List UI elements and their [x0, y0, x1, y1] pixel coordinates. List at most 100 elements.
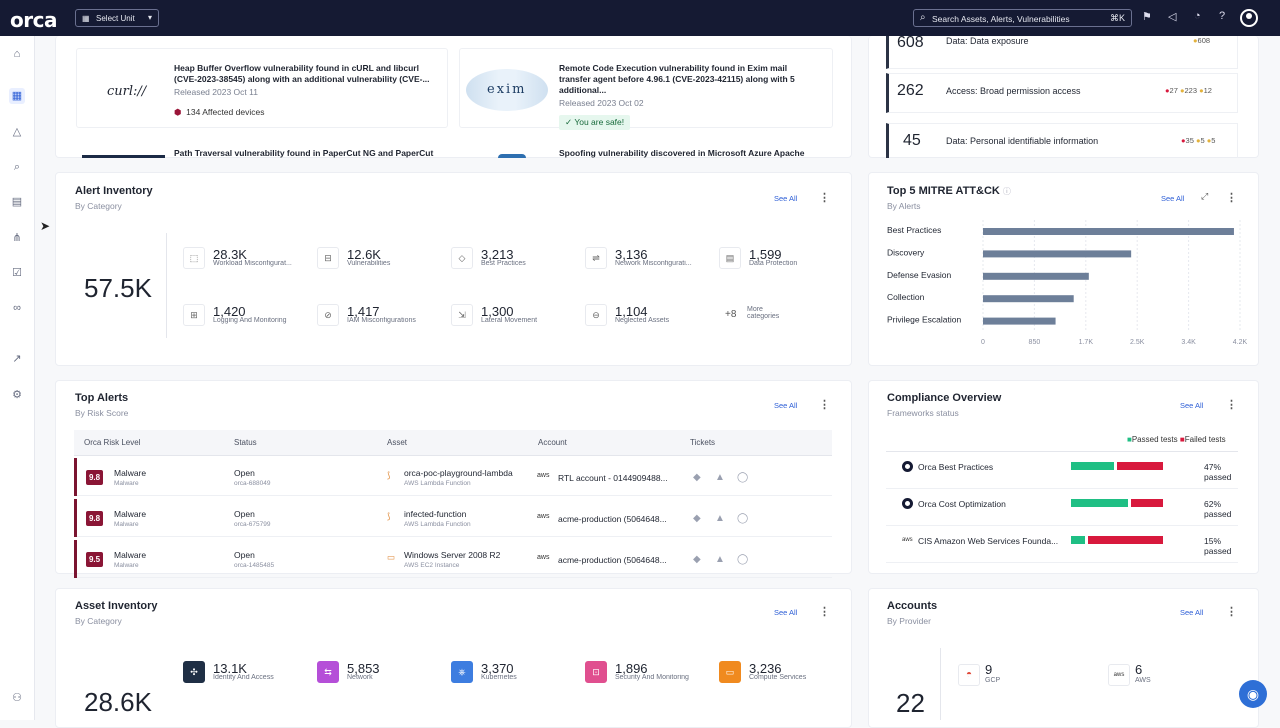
risk-row[interactable]: 45 Data: Personal identifiable informati… [886, 123, 1238, 158]
column-header[interactable]: Status [234, 438, 257, 447]
compliance-icon[interactable]: ☑ [12, 267, 22, 279]
alert-stat[interactable]: ▤ 1,599 Data Protection [719, 247, 849, 271]
asset-name[interactable]: Windows Server 2008 R2 [404, 550, 501, 560]
asset-stat[interactable]: ▭ 3,236 Compute Services [719, 661, 849, 685]
alert-stat[interactable]: ⇲ 1,300 Lateral Movement [451, 304, 581, 328]
alert-stat[interactable]: ⊘ 1,417 IAM Misconfigurations [317, 304, 447, 328]
more-menu-icon[interactable]: ⋮ [819, 606, 830, 618]
stat-label: More categories [747, 306, 780, 320]
servicenow-icon[interactable]: ▲ [715, 513, 725, 524]
inventory-icon[interactable]: ▤ [11, 196, 23, 208]
news-item[interactable] [76, 48, 448, 128]
search-input[interactable]: ⌕ Search Assets, Alerts, Vulnerabilities… [913, 9, 1132, 27]
news-item-curl[interactable]: Heap Buffer Overflow vulnerability found… [174, 63, 436, 118]
alert-stat[interactable]: ⊖ 1,104 Neglected Assets [585, 304, 715, 328]
servicenow-icon[interactable]: ▲ [715, 554, 725, 565]
more-menu-icon[interactable]: ⋮ [819, 192, 830, 204]
risk-row[interactable]: 608 Data: Data exposure ●608 [886, 34, 1238, 69]
see-all-link[interactable]: See All [1180, 608, 1204, 617]
servicenow-icon[interactable]: ▲ [715, 472, 725, 483]
user-avatar[interactable] [1240, 9, 1258, 27]
unit-select[interactable]: ▦ Select Unit ▾ [75, 9, 159, 27]
see-all-link[interactable]: See All [1180, 401, 1204, 410]
alert-stat[interactable]: ◇ 3,213 Best Practices [451, 247, 581, 271]
table-row[interactable]: 9.8 Malware Malware Open orca-675799 ⟆ infecte… [74, 499, 832, 537]
see-all-link[interactable]: See All [774, 194, 798, 203]
bar[interactable] [983, 295, 1074, 303]
jira-icon[interactable]: ◆ [693, 554, 701, 565]
column-header[interactable]: Tickets [690, 438, 716, 447]
asset-name[interactable]: orca-poc-playground-lambda [404, 468, 513, 478]
table-row[interactable]: 9.8 Malware Malware Open orca-688049 ⟆ orca-po… [74, 458, 832, 496]
asset-stat[interactable]: ✣ 13.1K Identity And Access [183, 661, 313, 685]
more-menu-icon[interactable]: ⋮ [1226, 606, 1237, 618]
more-menu-icon[interactable]: ⋮ [1226, 399, 1237, 411]
settings-icon[interactable]: ⚙ [12, 389, 22, 401]
bell-icon[interactable]: ◔ [1194, 10, 1201, 22]
ticket-icon[interactable]: ◯ [737, 554, 749, 565]
ticket-icon[interactable]: ◯ [737, 472, 749, 483]
account-label: AWS [1135, 677, 1151, 684]
help-icon[interactable]: ? [1219, 10, 1226, 22]
news-item-exim[interactable]: Remote Code Execution vulnerability foun… [559, 63, 821, 130]
alert-stat[interactable]: ⬚ 28.3K Workload Misconfigurat... [183, 247, 313, 271]
top-bar: orca ▦ Select Unit ▾ ⌕ Search Assets, Al… [0, 0, 1280, 36]
mouse-cursor-icon: ➤ [40, 219, 51, 233]
see-all-link[interactable]: See All [774, 401, 798, 410]
home-icon[interactable]: ⌂ [13, 48, 21, 60]
more-menu-icon[interactable]: ⋮ [819, 399, 830, 411]
column-header[interactable]: Asset [387, 438, 408, 447]
account-count: 6 [1135, 662, 1143, 677]
divider [940, 648, 941, 720]
alert-stat[interactable]: ⊟ 12.6K Vulnerabilities [317, 247, 447, 271]
user-settings-icon[interactable]: ⚇ [12, 692, 22, 704]
dashboard-icon[interactable]: ▦ [9, 88, 25, 104]
risk-row[interactable]: 262 Access: Broad permission access ●27 … [886, 73, 1238, 113]
account-name[interactable]: acme-production (5064648... [558, 514, 667, 524]
compliance-row[interactable]: Orca Best Practices 47% passed [886, 452, 1238, 489]
see-all-link[interactable]: See All [1161, 194, 1185, 203]
stat-label: Lateral Movement [481, 317, 538, 324]
expand-icon[interactable]: ⤢ [1201, 191, 1209, 201]
bar[interactable] [983, 272, 1089, 280]
more-menu-icon[interactable]: ⋮ [1226, 192, 1237, 204]
orca-logo[interactable]: orca [10, 8, 57, 32]
compliance-row[interactable]: aws CIS Amazon Web Services Founda... 15% … [886, 526, 1238, 563]
bar[interactable] [983, 317, 1056, 325]
bar[interactable] [983, 228, 1234, 235]
chat-launcher-icon[interactable]: ◉ [1239, 680, 1267, 708]
asset-stat[interactable]: ⎈ 3,370 Kubernetes [451, 661, 581, 685]
alert-icon[interactable]: △ [12, 126, 22, 138]
jira-icon[interactable]: ◆ [693, 472, 701, 483]
column-header[interactable]: Account [538, 438, 567, 447]
alert-status: Open [234, 509, 255, 519]
integrations-icon[interactable]: ∞ [13, 302, 21, 314]
alert-stat[interactable]: ⇌ 3,136 Network Misconfigurati... [585, 247, 715, 271]
column-header[interactable]: Orca Risk Level [84, 438, 141, 447]
risk-badge: 608 [1197, 36, 1211, 45]
asset-stat[interactable]: ⊡ 1,896 Security And Monitoring [585, 661, 715, 685]
search-icon[interactable]: ⌕ [13, 161, 21, 173]
compliance-row[interactable]: Orca Cost Optimization 62% passed [886, 489, 1238, 526]
flag-icon[interactable]: ⚑ [1142, 11, 1152, 23]
alert-stat[interactable]: +8 More categories [719, 304, 849, 328]
bar[interactable] [983, 250, 1132, 258]
table-row[interactable]: 9.5 Malware Malware Open orca-1485485 ▭ Window… [74, 540, 832, 578]
alert-stat[interactable]: ⊞ 1,420 Logging And Monitoring [183, 304, 313, 328]
news-item-azure[interactable]: Spoofing vulnerability discovered in Mic… [559, 148, 821, 159]
stat-label: Network Misconfigurati... [615, 260, 692, 267]
megaphone-icon[interactable]: ◁ [1168, 11, 1177, 23]
asset-stat[interactable]: ⇆ 5,853 Network [317, 661, 447, 685]
see-all-link[interactable]: See All [774, 608, 798, 617]
news-item[interactable] [459, 48, 833, 128]
account-name[interactable]: acme-production (5064648... [558, 555, 667, 565]
automation-icon[interactable]: ↗ [12, 353, 22, 365]
graph-icon[interactable]: ⋔ [12, 232, 22, 244]
ticket-icon[interactable]: ◯ [737, 513, 749, 524]
news-item-papercut[interactable]: Path Traversal vulnerability found in Pa… [174, 148, 436, 159]
affected-label: 134 Affected devices [186, 107, 265, 117]
account-count: 9 [985, 662, 993, 677]
asset-name[interactable]: infected-function [404, 509, 467, 519]
account-name[interactable]: RTL account - 0144909488... [558, 473, 668, 483]
jira-icon[interactable]: ◆ [693, 513, 701, 524]
